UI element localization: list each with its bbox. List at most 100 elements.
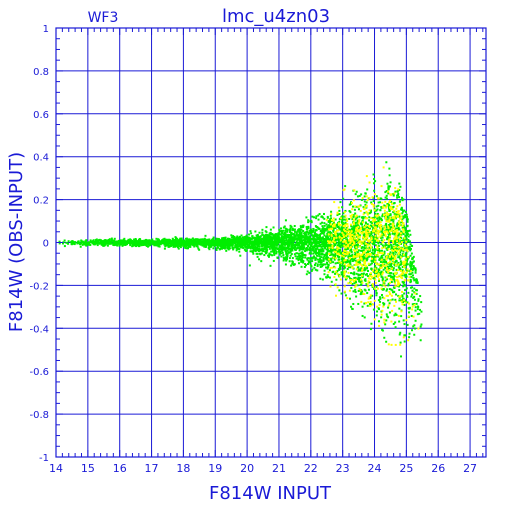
data-point — [346, 235, 349, 238]
data-point — [341, 259, 344, 262]
data-point — [349, 254, 352, 257]
data-point — [319, 229, 322, 232]
data-point — [299, 245, 302, 248]
data-point — [283, 237, 286, 240]
data-point — [171, 239, 174, 242]
data-point — [349, 258, 352, 261]
data-point — [396, 222, 399, 225]
data-point — [115, 242, 118, 245]
data-point — [322, 240, 325, 243]
data-point — [404, 227, 407, 230]
data-point — [333, 250, 336, 253]
data-point — [309, 244, 312, 247]
data-point — [382, 253, 385, 256]
data-point — [392, 225, 395, 228]
data-point — [411, 271, 414, 274]
data-point — [286, 249, 289, 252]
data-point — [267, 236, 270, 239]
data-point — [236, 244, 239, 247]
data-point — [317, 242, 320, 245]
data-point — [320, 256, 323, 259]
data-point — [337, 243, 340, 246]
data-point — [163, 243, 166, 246]
data-point — [413, 287, 416, 290]
data-point — [198, 241, 201, 244]
data-point — [381, 265, 384, 268]
data-point — [389, 265, 392, 268]
data-point — [380, 313, 383, 316]
data-point — [231, 242, 234, 245]
data-point — [298, 255, 301, 258]
data-point — [215, 237, 218, 240]
data-point — [388, 291, 391, 294]
data-point — [340, 261, 343, 264]
data-point — [349, 243, 352, 246]
data-point — [285, 242, 288, 245]
data-point — [164, 239, 167, 242]
data-point — [301, 240, 304, 243]
data-point — [232, 237, 235, 240]
data-point — [311, 241, 314, 244]
data-point — [328, 220, 331, 223]
data-point — [354, 280, 357, 283]
data-point — [347, 243, 350, 246]
data-point — [352, 290, 355, 293]
data-point — [203, 245, 206, 248]
data-point — [190, 242, 193, 245]
data-point — [367, 301, 370, 304]
data-point — [399, 185, 402, 188]
data-point — [347, 266, 350, 269]
data-point — [236, 241, 239, 244]
data-point — [397, 246, 400, 249]
data-point — [340, 273, 343, 276]
data-point — [260, 243, 263, 246]
data-point — [355, 245, 358, 248]
data-point — [351, 255, 354, 258]
data-point — [139, 238, 142, 241]
data-point — [404, 289, 407, 292]
data-point — [234, 242, 237, 245]
data-point — [254, 247, 257, 250]
data-point — [118, 244, 121, 247]
data-point — [273, 237, 276, 240]
data-point — [408, 311, 411, 314]
data-point — [368, 252, 371, 255]
data-point — [321, 250, 324, 253]
data-point — [403, 299, 406, 302]
data-point — [246, 245, 249, 248]
data-point — [210, 245, 213, 248]
data-point — [320, 215, 323, 218]
data-point — [276, 256, 279, 259]
data-point — [357, 219, 360, 222]
data-point — [350, 305, 353, 308]
data-point — [365, 175, 368, 178]
data-point — [358, 234, 361, 237]
data-point — [283, 225, 286, 228]
data-point — [348, 245, 351, 248]
data-point — [325, 255, 328, 258]
data-point — [98, 238, 101, 241]
data-point — [236, 242, 239, 245]
data-point — [400, 241, 403, 244]
data-point — [384, 212, 387, 215]
data-point — [414, 278, 417, 281]
data-point — [321, 221, 324, 224]
data-point — [81, 240, 84, 243]
data-point — [281, 246, 284, 249]
data-point — [390, 245, 393, 248]
data-point — [398, 320, 401, 323]
data-point — [281, 251, 284, 254]
data-point — [392, 211, 395, 214]
data-point — [402, 224, 405, 227]
data-point — [346, 275, 349, 278]
data-point — [373, 288, 376, 291]
data-point — [100, 241, 103, 244]
data-point — [172, 243, 175, 246]
data-point — [387, 185, 390, 188]
data-point — [302, 244, 305, 247]
data-point — [284, 247, 287, 250]
data-point — [355, 224, 358, 227]
data-point — [227, 248, 230, 251]
data-point — [257, 244, 260, 247]
data-point — [340, 292, 343, 295]
